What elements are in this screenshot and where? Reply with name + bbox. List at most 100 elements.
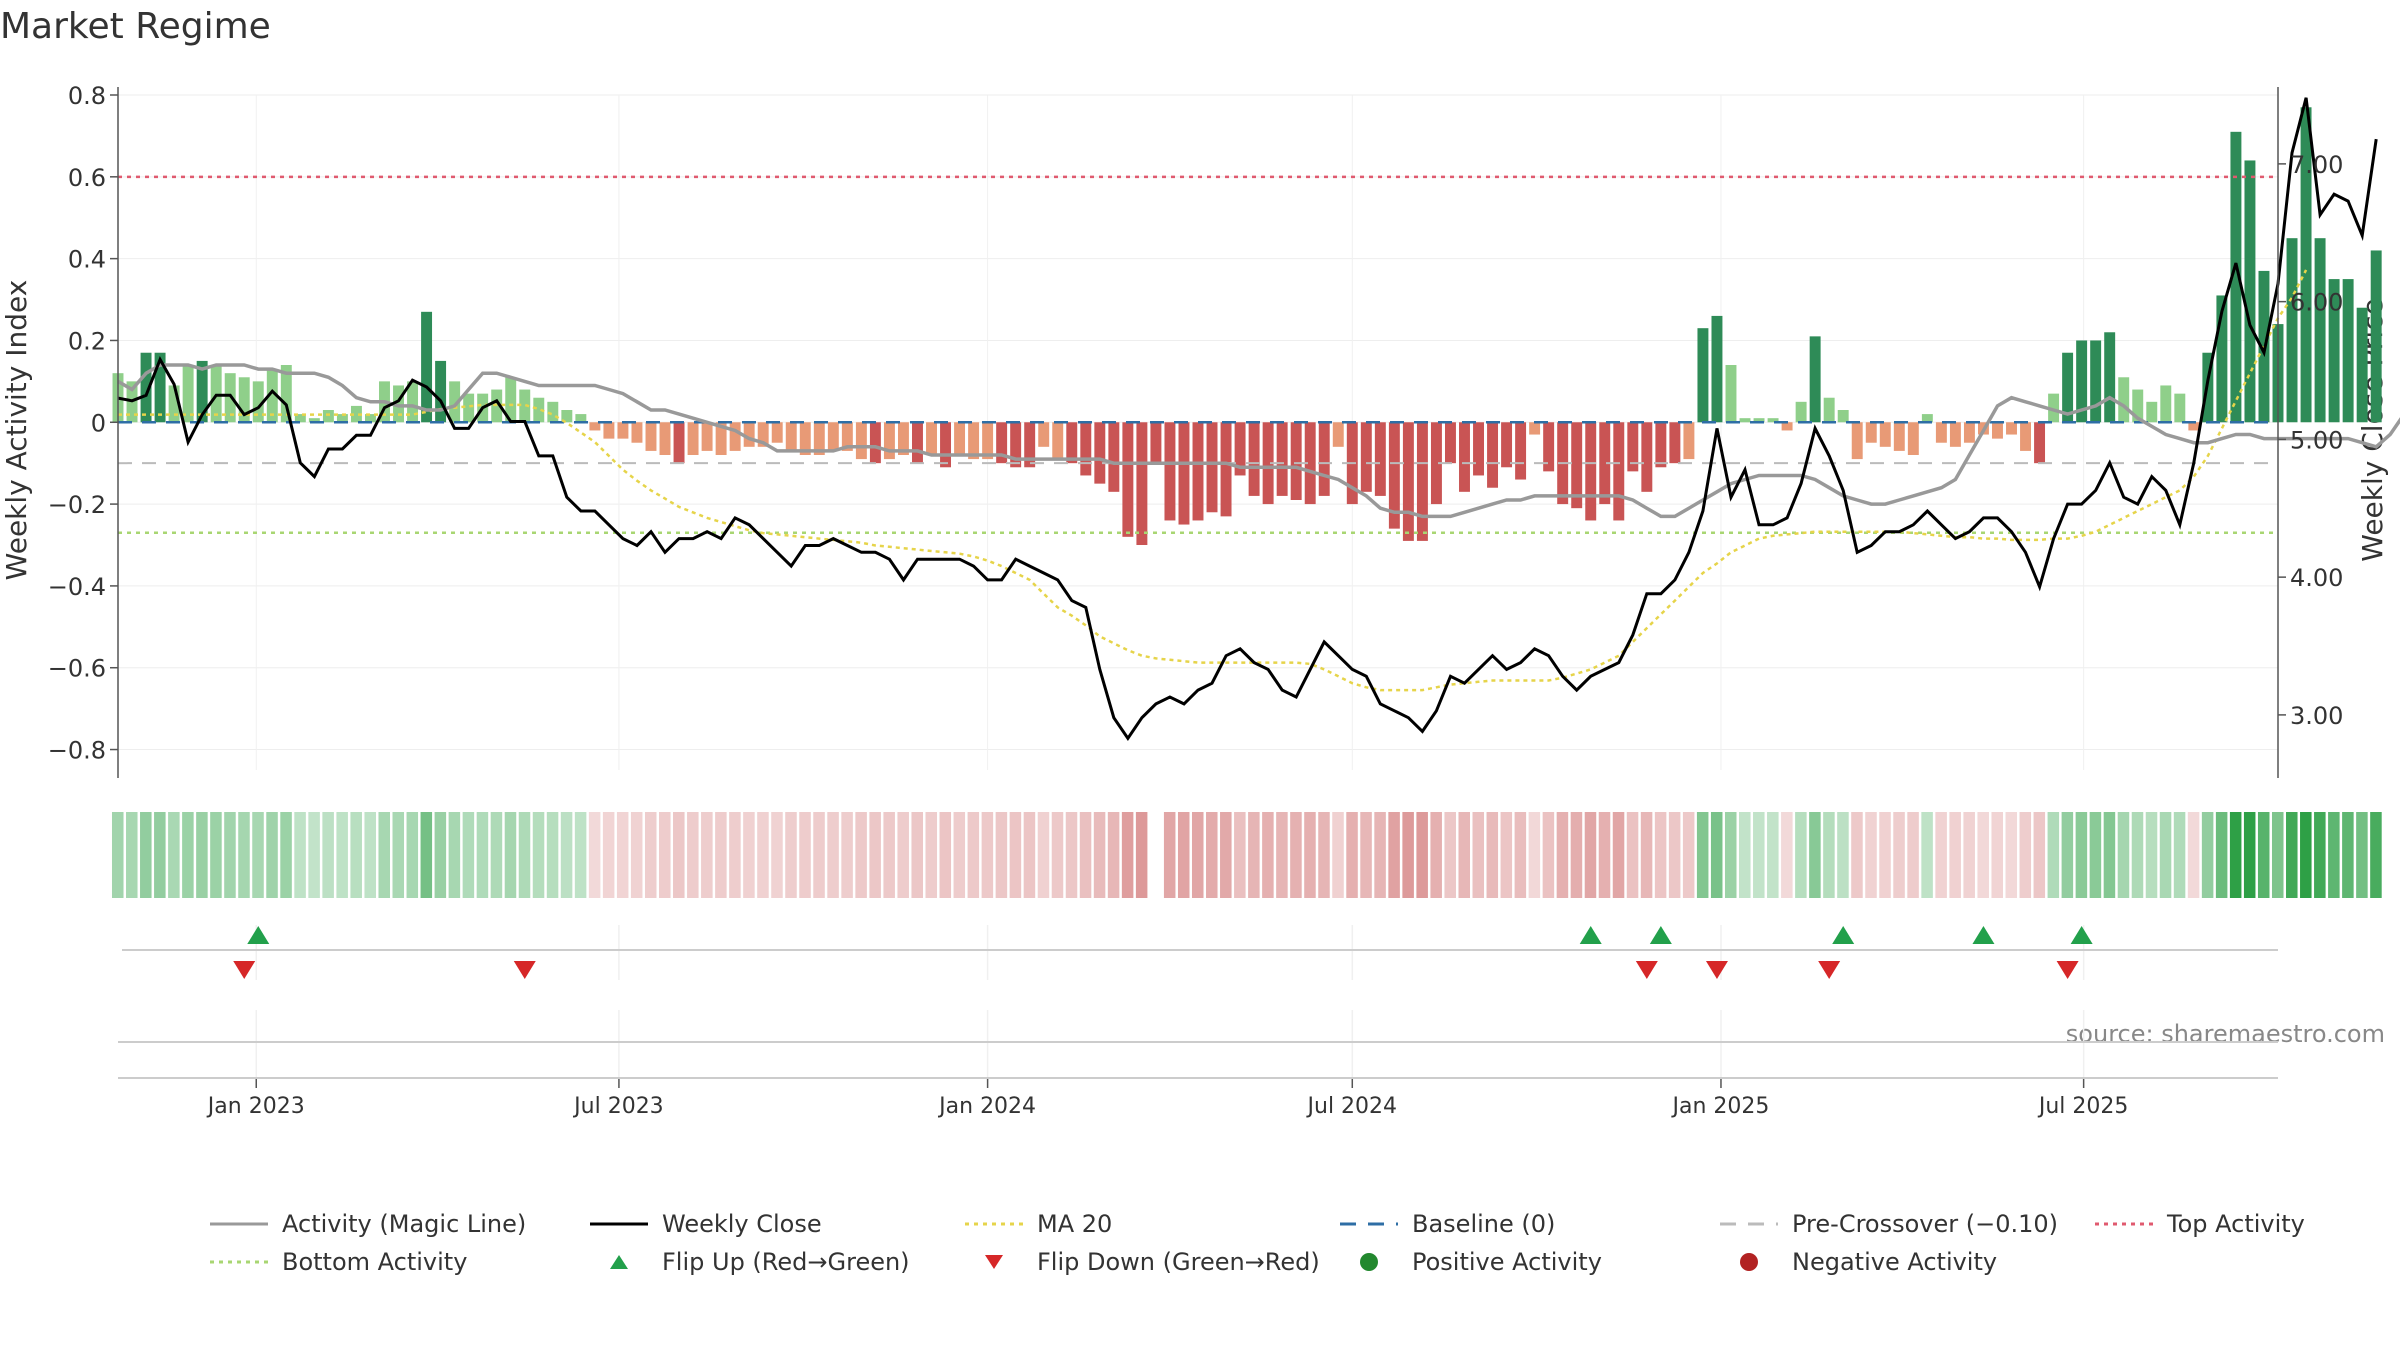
regime-cell [1696,812,1709,898]
regime-cell [2201,812,2214,898]
regime-cell [154,812,166,898]
axes: 0.8 0.6 0.4 0.2 0 −0.2 −0.4 −0.6 −0.8 7.00 6.00 5.0… [48,82,2344,1119]
regime-cell [743,812,755,898]
regime-cell [630,812,643,898]
y-tick-label-left: −0.6 [48,655,106,683]
regime-cell [869,812,881,898]
activity-bar [1192,422,1204,521]
legend-item: Flip Up (Red→Green) [590,1248,910,1276]
legend-swatch [590,1222,648,1226]
regime-cell [266,812,278,898]
regime-cell [757,812,769,898]
legend-swatch [1360,1253,1378,1271]
regime-cell [1865,812,1877,898]
activity-bar [841,422,853,451]
y-tick-label-right: 5.00 [2290,426,2343,454]
regime-strip [111,812,2382,898]
activity-bar [1220,422,1232,517]
regime-cell [1458,812,1471,898]
regime-cell [673,812,685,898]
legend-label: Weekly Close [662,1210,822,1238]
activity-bar [435,360,447,423]
activity-bar [589,422,601,431]
activity-bar [743,422,755,447]
y-tick-label-left: 0.4 [68,246,106,274]
y-axis-left-label: Weekly Activity Index [0,280,33,581]
flip-up-marker [1649,926,1672,944]
y-tick-label-right: 7.00 [2290,151,2343,179]
activity-bar [2104,332,2116,423]
legend-swatch-shape [1740,1253,1758,1271]
legend-label: Positive Activity [1412,1248,1602,1276]
legend-label: Top Activity [2167,1210,2305,1238]
activity-bar [1739,418,1751,423]
regime-cell [1514,812,1527,898]
regime-cell [1739,812,1751,898]
y-tick-label-right: 3.00 [2290,702,2343,730]
legend-item: Baseline (0) [1340,1210,1555,1238]
flip-down-marker [1818,961,1841,979]
flip-down-marker [2056,961,2079,979]
activity-bar [1585,422,1597,521]
legend-label: Pre-Crossover (−0.10) [1792,1210,2059,1238]
regime-cell [252,812,264,898]
regime-cell [196,812,208,898]
regime-cell [1935,812,1947,898]
legend-swatch [1740,1253,1758,1271]
regime-cell [1710,812,1723,898]
regime-cell [490,812,503,898]
regime-cell [2061,812,2074,898]
regime-cell [1332,812,1344,898]
activity-bar [1402,422,1414,541]
regime-cell [1009,812,1022,898]
regime-cell [2089,812,2102,898]
regime-cell [2145,812,2158,898]
regime-cell [813,812,825,898]
activity-bar [140,352,152,423]
series-lines [117,97,2400,741]
regime-cell [1542,812,1555,898]
activity-bar [519,389,531,423]
regime-cell [2229,812,2242,898]
weekly-close-line [117,97,2378,741]
activity-bar [1024,422,1036,468]
activity-bar [266,369,278,423]
legend-swatch [210,1222,268,1226]
flip-up-marker [1832,926,1855,944]
regime-cell [448,812,461,898]
activity-bar [757,422,769,447]
regime-cell [1500,812,1513,898]
legend-item: Top Activity [2095,1210,2305,1238]
activity-bar [1767,418,1779,423]
regime-cell [995,812,1008,898]
activity-bar [912,422,923,464]
regime-cell [939,812,952,898]
activity-bar [715,422,727,455]
activity-bar [1781,422,1793,431]
regime-cell [911,812,923,898]
activity-bar [1529,422,1541,435]
activity-bar [996,422,1008,464]
regime-cell [715,812,727,898]
regime-cell [1163,812,1176,898]
activity-bar [505,377,517,423]
activity-bar [1164,422,1176,521]
activity-bar [1304,422,1316,505]
regime-cell [2370,812,2382,898]
legend-swatch [1720,1222,1778,1226]
regime-cell [1837,812,1849,898]
regime-cell [1220,812,1232,898]
regime-cell [2314,812,2326,898]
activity-bar [561,410,573,423]
regime-cell [1626,812,1639,898]
activity-bar [673,422,685,464]
regime-cell [238,812,250,898]
regime-cell [1248,812,1260,898]
regime-cell [897,812,909,898]
regime-cell [1472,812,1485,898]
activity-bar [2286,238,2298,423]
legend-item: Activity (Magic Line) [210,1210,526,1238]
activity-bar [1444,422,1456,464]
activity-bar [1276,422,1288,496]
activity-bar [1038,422,1050,447]
